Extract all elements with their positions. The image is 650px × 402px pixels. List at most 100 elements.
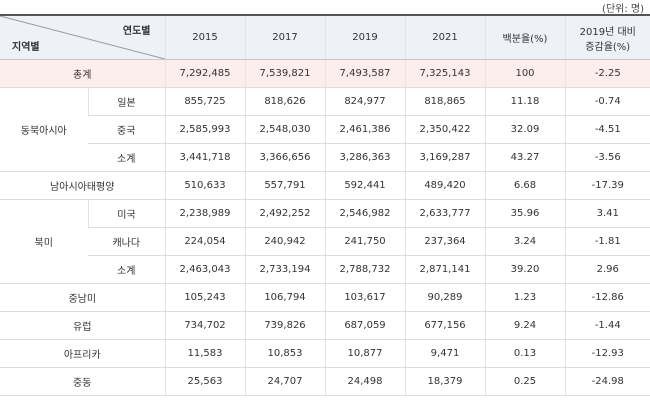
row-label: 캐나다 [88,227,165,256]
cell: 687,059 [324,311,405,340]
row: 총계 7,292,485 7,539,821 7,493,587 7,325,143 10… [0,59,650,88]
cell: 39.20 [484,255,565,284]
cell: 6.68 [484,171,565,200]
row: 소계 3,441,718 3,366,656 3,286,363 3,169,287 43… [0,143,650,172]
cell: 100 [484,59,565,88]
cell: 106,794 [244,283,325,312]
cell: 3,169,287 [404,143,485,172]
cell: 9.24 [484,311,565,340]
column-header: 2015 [164,14,245,60]
cell: 2,733,194 [244,255,325,284]
column-header: 2017 [244,14,325,60]
cell: 739,826 [244,311,325,340]
region-label: 지역별 [12,42,40,53]
cell: -1.44 [564,311,650,340]
cell: 510,633 [164,171,245,200]
cell: 2.96 [564,255,650,284]
cell: 35.96 [484,199,565,228]
cell: 557,791 [244,171,325,200]
cell: -12.86 [564,283,650,312]
cell: 10,877 [324,339,405,368]
row: 중국 2,585,993 2,548,030 2,461,386 2,350,422 32… [0,115,650,144]
cell: 734,702 [164,311,245,340]
header-row: 연도별 지역별 2015 2017 2019 2021 백분율(%) 2019년 대비 증감… [0,14,650,60]
row-label: 유럽 [0,311,165,340]
column-header: 2021 [404,14,485,60]
row-label: 소계 [88,255,165,284]
cell: 90,289 [404,283,485,312]
cell: 43.27 [484,143,565,172]
cell: 824,977 [324,87,405,116]
cell: 9,471 [404,339,485,368]
cell: 11,583 [164,339,245,368]
cell: 3.24 [484,227,565,256]
row: 아프리카 11,583 10,853 10,877 9,471 0.13 -12.93 [0,339,650,368]
cell: 7,539,821 [244,59,325,88]
cell: 2,548,030 [244,115,325,144]
cell: 1.23 [484,283,565,312]
cell: 2,461,386 [324,115,405,144]
row: 중남미 105,243 106,794 103,617 90,289 1.23 -12.86 [0,283,650,312]
table-body: 총계 7,292,485 7,539,821 7,493,587 7,325,143 10… [0,59,650,396]
row: 북미 미국 2,238,989 2,492,252 2,546,982 2,633,777… [0,199,650,284]
row: 소계 2,463,043 2,733,194 2,788,732 2,871,141 39… [0,255,650,284]
cell: 7,292,485 [164,59,245,88]
cell: 2,492,252 [244,199,325,228]
column-header-line: 증감율(%) [585,41,631,53]
cell: -12.93 [564,339,650,368]
cell: 677,156 [404,311,485,340]
column-header: 2019 [324,14,405,60]
cell: 7,325,143 [404,59,485,88]
cell: 855,725 [164,87,245,116]
row: 남아시아태평양 510,633 557,791 592,441 489,420 6.68-… [0,171,650,200]
cell: 241,750 [324,227,405,256]
cell: 224,054 [164,227,245,256]
cell: 2,463,043 [164,255,245,284]
unit-label: (단위: 명) [602,4,644,15]
cell: -3.56 [564,143,650,172]
cell: 240,942 [244,227,325,256]
row-label: 총계 [0,59,165,88]
cell: 2,871,141 [404,255,485,284]
cell: 0.13 [484,339,565,368]
cell: 3,441,718 [164,143,245,172]
cell: -4.51 [564,115,650,144]
data-table: 연도별 지역별 2015 2017 2019 2021 백분율(%) 2019년 대비 증감… [0,14,650,396]
diagonal [0,16,165,59]
row-label: 중남미 [0,283,165,312]
cell: 11.18 [484,87,565,116]
corner-cell: 연도별 지역별 [0,14,165,60]
row: 동북아시아 일본 855,725 818,626 824,977 818,865 11.18… [0,87,650,172]
cell: 489,420 [404,171,485,200]
cell: 32.09 [484,115,565,144]
cell: 2,546,982 [324,199,405,228]
cell: 2,788,732 [324,255,405,284]
cell: 237,364 [404,227,485,256]
cell: 2,350,422 [404,115,485,144]
cell: 7,493,587 [324,59,405,88]
cell: -24.98 [564,367,650,396]
cell: 2,585,993 [164,115,245,144]
cell: -17.39 [564,171,650,200]
cell: 592,441 [324,171,405,200]
cell: 105,243 [164,283,245,312]
cell: 2,633,777 [404,199,485,228]
row-label: 중동 [0,367,165,396]
cell: 0.25 [484,367,565,396]
row: 유럽 734,702 739,826 687,059 677,156 9.24 -1.44 [0,311,650,340]
row-label: 일본 [87,87,165,116]
row-label: 미국 [87,199,165,228]
group-label: 북미 [0,199,88,284]
cell: 818,865 [404,87,485,116]
cell: 18,379 [404,367,485,396]
group-label: 동북아시아 [0,87,88,172]
column-header: 백분율(%) [484,14,565,60]
cell: 24,707 [244,367,325,396]
row-label: 소계 [88,143,165,172]
row: 캐나다 224,054 240,942 241,750 237,364 3.24 -1.81 [0,227,650,256]
cell: -2.25 [564,59,650,88]
cell: 3,286,363 [324,143,405,172]
cell: 24,498 [324,367,405,396]
cell: 3.41 [564,199,650,228]
cell: 103,617 [324,283,405,312]
